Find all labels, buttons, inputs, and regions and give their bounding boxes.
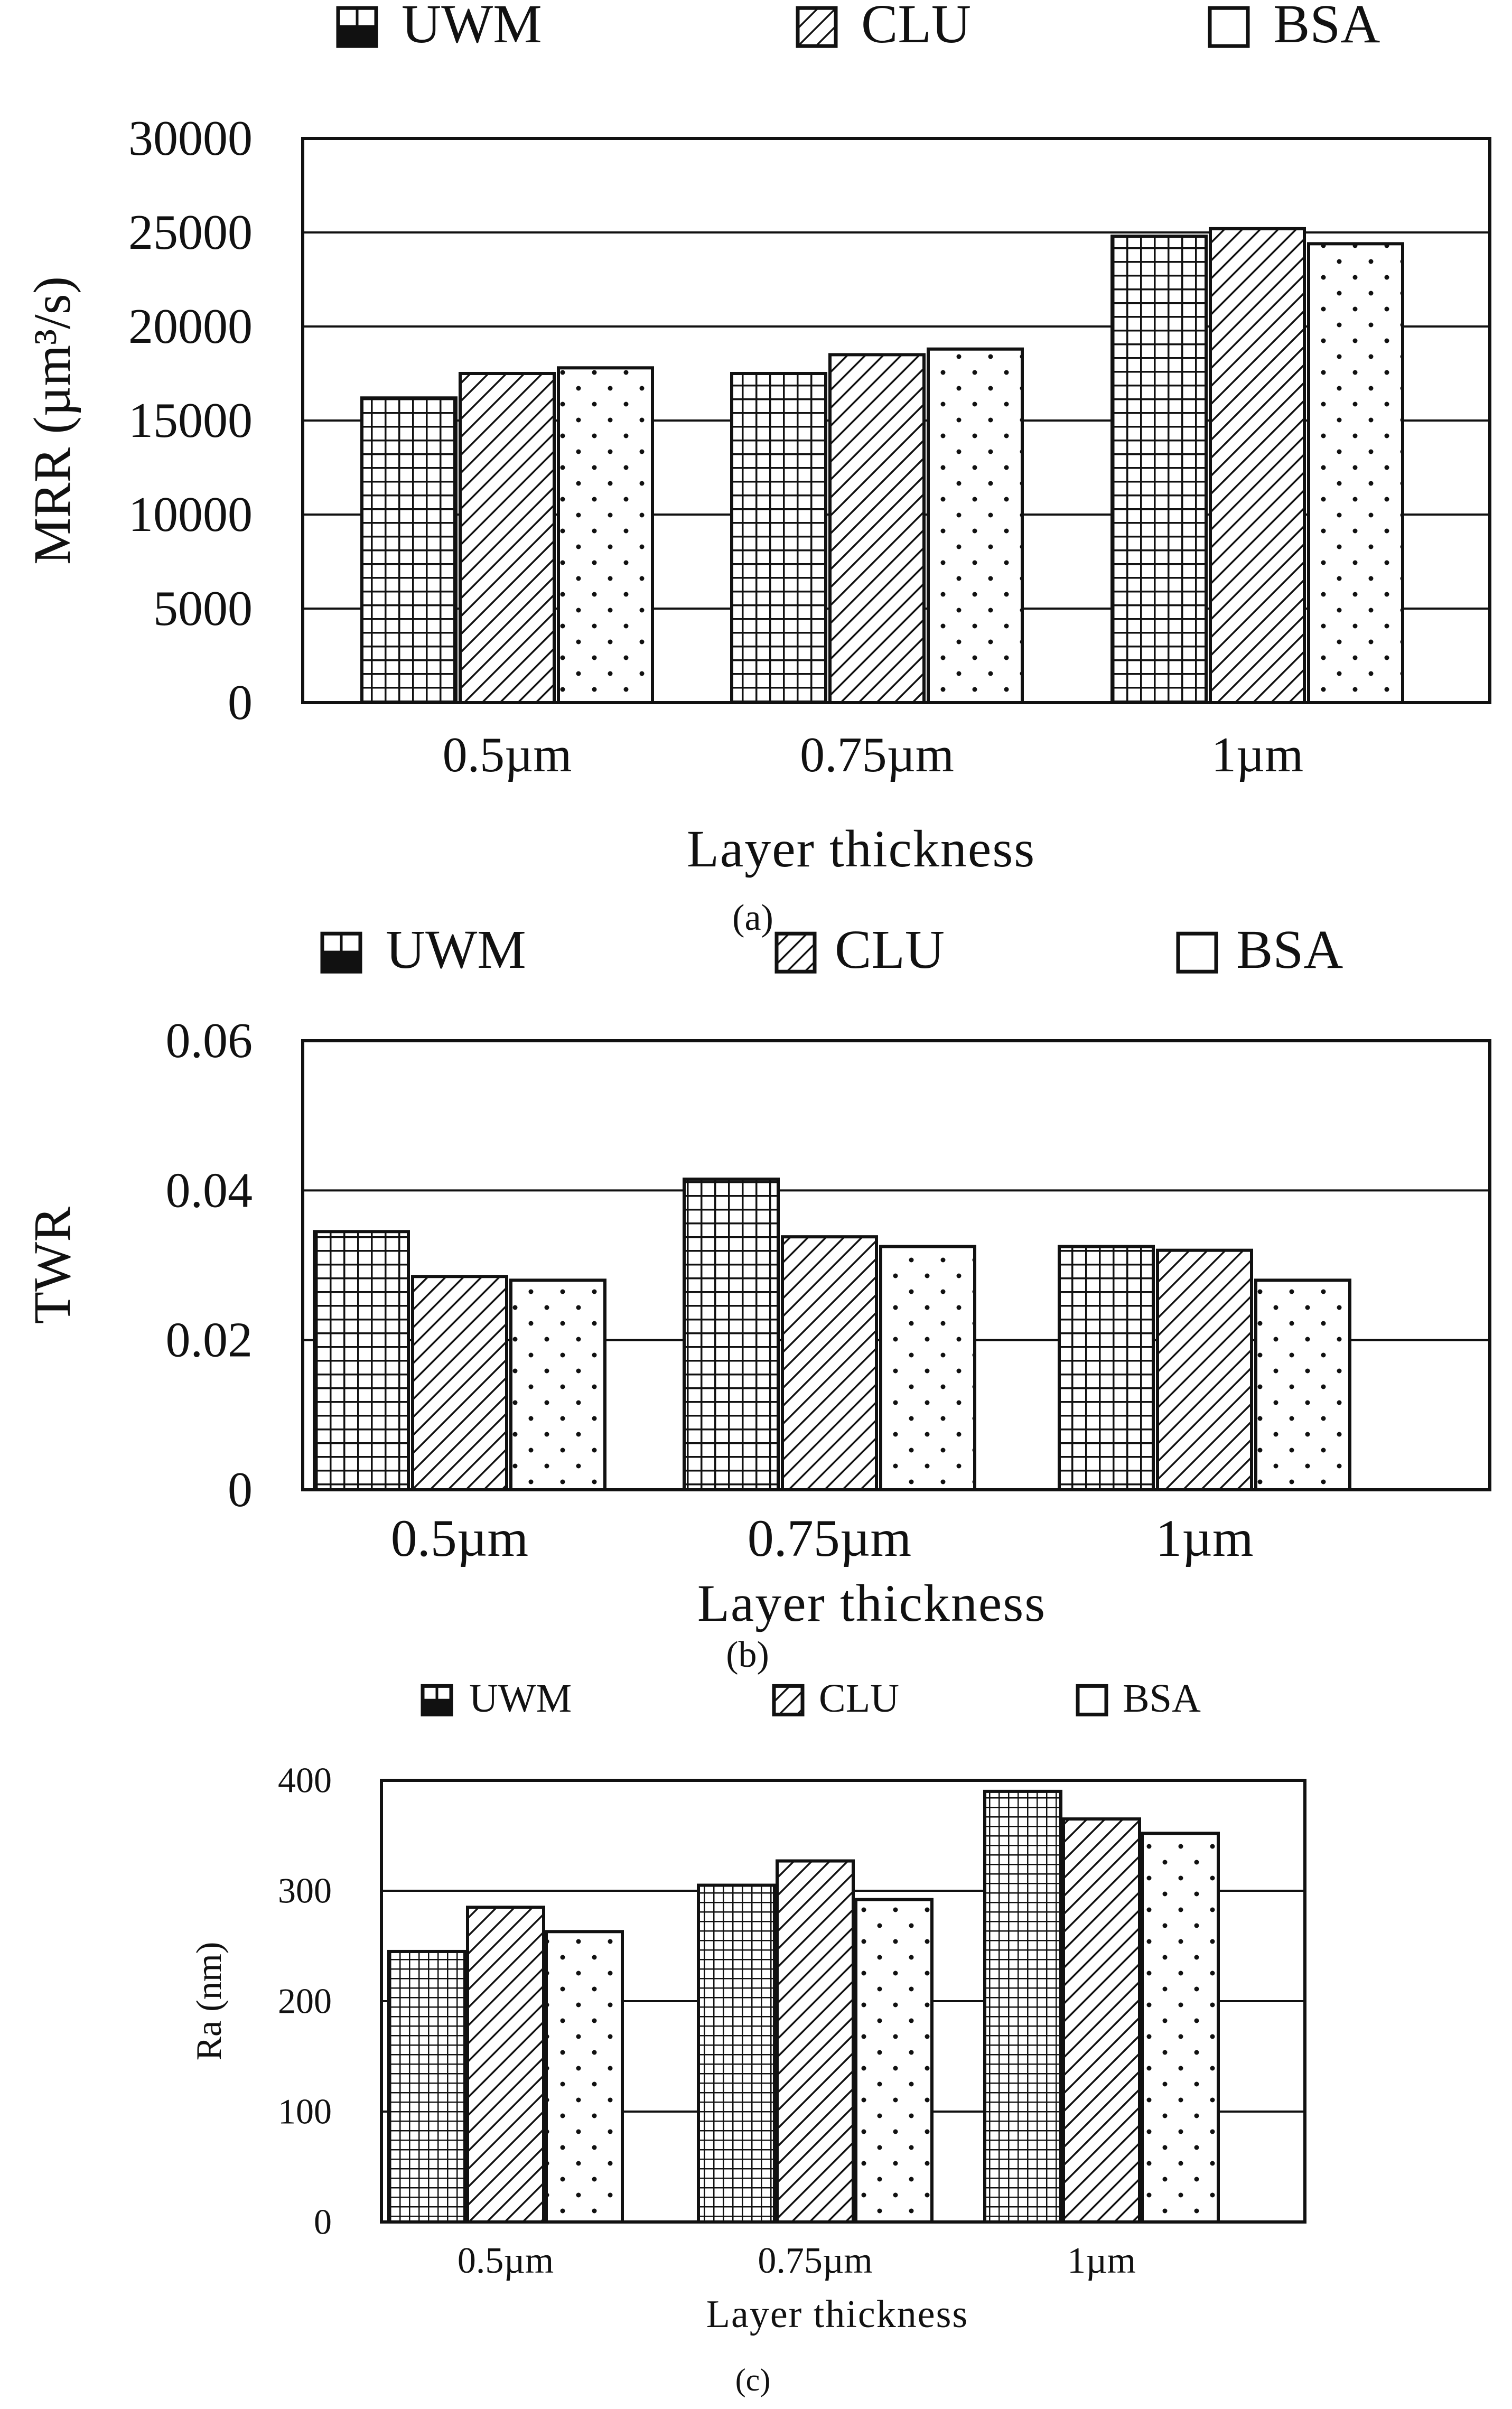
bar-bsa-3	[1254, 1278, 1351, 1491]
x-axis-title: Layer thickness	[687, 819, 1035, 878]
y-tick-label: 100	[278, 2091, 332, 2131]
bar-uwm-1	[360, 396, 458, 704]
x-category-label: 0.75µm	[800, 727, 954, 782]
bar-clu-1	[411, 1275, 508, 1491]
bar-uwm-3	[1110, 235, 1208, 704]
bar-bsa-1	[545, 1930, 624, 2224]
legend-label: UWM	[469, 1676, 572, 1721]
x-category-label: 0.5µm	[443, 727, 572, 782]
panel-label: (b)	[726, 1635, 769, 1675]
bar-uwm-3	[1058, 1245, 1155, 1491]
legend-item-uwm: UWM	[336, 0, 542, 54]
x-category-label: 1µm	[1067, 2240, 1136, 2281]
y-tick-label: 15000	[128, 393, 253, 448]
x-category-label: 0.75µm	[748, 1509, 911, 1567]
y-tick-label: 25000	[128, 205, 253, 260]
legend-marker-dots	[1176, 931, 1218, 974]
legend-item-bsa: BSA	[1076, 1676, 1201, 1721]
bar-uwm-2	[683, 1178, 780, 1491]
legend-label: UWM	[402, 0, 542, 54]
y-tick-label: 5000	[153, 581, 253, 636]
y-tick-label: 0.02	[166, 1313, 253, 1368]
bar-uwm-2	[697, 1883, 776, 2224]
x-category-label: 0.5µm	[458, 2240, 554, 2281]
legend-marker-dots	[1076, 1684, 1108, 1716]
y-tick-label: 0	[314, 2201, 332, 2242]
panel-label: (c)	[735, 2363, 771, 2397]
legend-item-clu: CLU	[772, 1676, 899, 1721]
x-axis-title: Layer thickness	[706, 2293, 968, 2336]
y-tick-label: 0	[228, 675, 253, 730]
bar-uwm-1	[387, 1949, 466, 2224]
legend-label: CLU	[819, 1676, 899, 1721]
bar-clu-3	[1156, 1248, 1253, 1492]
y-tick-label: 10000	[128, 487, 253, 542]
bar-clu-2	[828, 353, 926, 704]
bar-bsa-3	[1141, 1832, 1220, 2224]
y-axis-title: TWR	[23, 1207, 81, 1324]
x-category-label: 1µm	[1211, 727, 1303, 782]
y-tick-label: 200	[278, 1981, 332, 2021]
y-tick-label: 0	[228, 1462, 253, 1517]
x-category-label: 0.75µm	[758, 2240, 872, 2281]
x-category-label: 1µm	[1155, 1509, 1253, 1567]
legend-item-uwm: UWM	[320, 919, 526, 980]
y-tick-label: 30000	[128, 111, 253, 166]
bar-bsa-2	[927, 347, 1024, 704]
legend-marker-dots	[1208, 6, 1250, 48]
bar-clu-3	[1209, 227, 1306, 704]
y-tick-label: 300	[278, 1870, 332, 1910]
x-axis-title: Layer thickness	[697, 1574, 1046, 1632]
legend-label: BSA	[1273, 0, 1380, 54]
bar-clu-2	[781, 1235, 878, 1492]
y-tick-label: 0.06	[166, 1013, 253, 1068]
bar-bsa-3	[1307, 242, 1404, 704]
panel-label: (a)	[732, 898, 773, 938]
bar-bsa-1	[509, 1278, 606, 1491]
chart-panel-3: 0 100 200 300 400 0.5µm 0.75µm 1µm Layer thickne…	[189, 1676, 1306, 2397]
legend-label: CLU	[835, 919, 945, 980]
legend-label: BSA	[1123, 1676, 1201, 1721]
legend-marker-hatch	[774, 931, 817, 974]
legend-item-bsa: BSA	[1176, 919, 1343, 980]
legend-label: BSA	[1236, 919, 1343, 980]
legend-label: CLU	[861, 0, 971, 54]
bar-clu-3	[1062, 1817, 1141, 2224]
bar-uwm-2	[730, 372, 827, 704]
y-axis-title: Ra (nm)	[189, 1942, 229, 2061]
plot-area-frame	[301, 137, 1491, 704]
bar-bsa-2	[854, 1898, 934, 2224]
x-category-label: 0.5µm	[391, 1509, 528, 1567]
bar-clu-1	[459, 372, 556, 704]
bar-clu-2	[776, 1859, 855, 2224]
bar-uwm-3	[983, 1789, 1062, 2224]
legend-marker-hatch	[772, 1684, 805, 1716]
legend-item-bsa: BSA	[1208, 0, 1380, 54]
y-tick-label: 20000	[128, 299, 253, 354]
bar-bsa-1	[557, 366, 654, 704]
y-tick-label: 400	[278, 1760, 332, 1800]
plot-area-frame	[301, 1039, 1491, 1491]
legend-label: UWM	[386, 919, 526, 980]
chart-panel-1: 0 5000 10000 15000 20000 25000 30000 0.5µm 0.75µ…	[23, 0, 1491, 938]
bar-uwm-1	[313, 1230, 410, 1491]
legend-item-uwm: UWM	[421, 1676, 572, 1721]
plot-area-frame	[380, 1779, 1306, 2224]
legend-item-clu: CLU	[796, 0, 971, 54]
legend-marker-hatch	[796, 6, 838, 48]
legend-item-clu: CLU	[774, 919, 945, 980]
bar-clu-1	[466, 1906, 545, 2224]
y-tick-label: 0.04	[166, 1163, 253, 1218]
bar-bsa-2	[879, 1245, 976, 1491]
y-axis-title: MRR (µm³/s)	[23, 276, 81, 565]
chart-panel-2: 0 0.02 0.04 0.06 0.5µm 0.75µm 1µm Layer thickne…	[23, 919, 1491, 1675]
